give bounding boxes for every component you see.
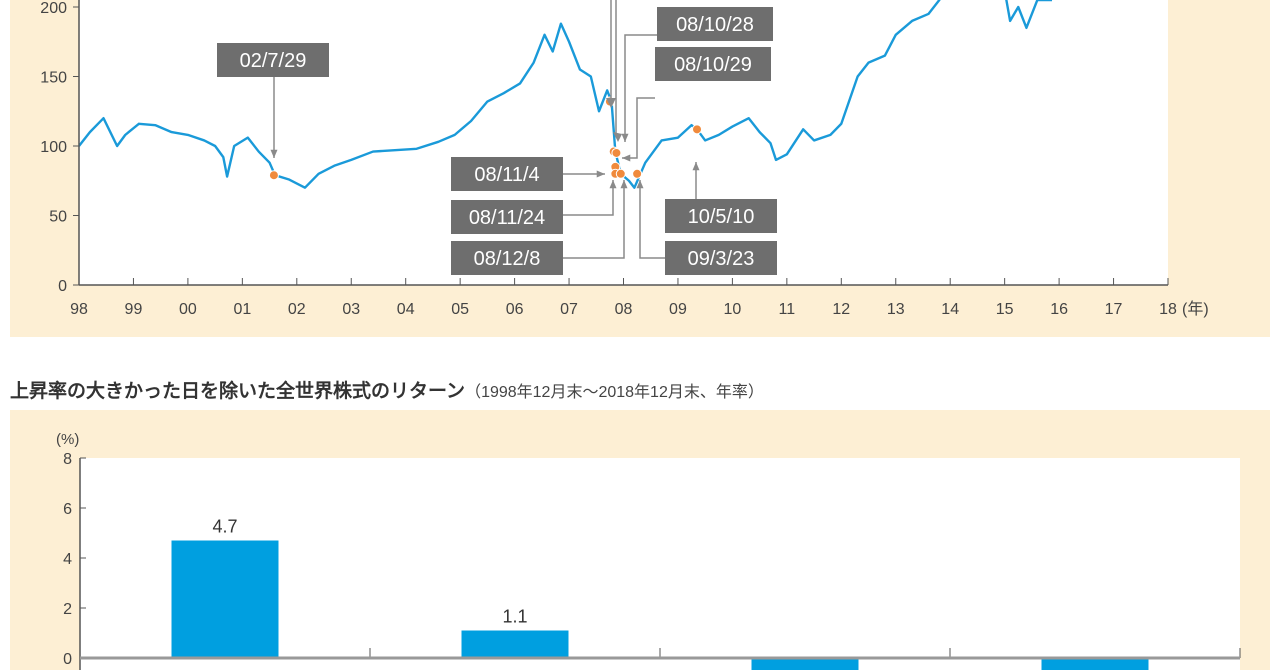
x-tick-label: 08 <box>615 301 633 318</box>
x-tick-label: 09 <box>669 301 687 318</box>
x-tick-label: 03 <box>342 301 360 318</box>
annotation-leader <box>563 180 625 259</box>
x-tick-label: 14 <box>941 301 959 318</box>
bar-chart-title: 上昇率の大きかった日を除いた全世界株式のリターン（1998年12月末～2018年… <box>10 376 764 403</box>
x-tick-label: 07 <box>560 301 578 318</box>
annotation-box <box>217 43 329 77</box>
annotation-label: 09/3/23 <box>688 248 755 270</box>
y-tick-label: 4 <box>63 551 72 568</box>
x-tick-label: 06 <box>506 301 524 318</box>
annotation-label: 10/5/10 <box>688 206 755 228</box>
arrow-head-icon <box>620 180 628 189</box>
y-tick-label: 2 <box>63 601 72 618</box>
price-line <box>79 0 1053 189</box>
x-unit-label: (年) <box>1182 300 1209 318</box>
arrow-head-icon <box>609 180 617 189</box>
annotation-box <box>665 241 777 275</box>
annotation-box <box>451 157 563 191</box>
y-tick-label: 0 <box>63 651 72 668</box>
bar <box>171 540 279 658</box>
annotation-leader <box>563 180 614 216</box>
annotation-label: 08/12/8 <box>474 248 541 270</box>
annotation-box <box>451 241 563 275</box>
x-tick-label: 16 <box>1050 301 1068 318</box>
x-tick-label: 04 <box>397 301 415 318</box>
x-tick-label: 12 <box>832 301 850 318</box>
x-tick-label: 18 <box>1159 301 1177 318</box>
event-marker <box>611 147 622 158</box>
annotation-box <box>451 200 563 234</box>
x-tick-label: 00 <box>179 301 197 318</box>
x-tick-label: 99 <box>125 301 143 318</box>
y-tick-label: 100 <box>40 139 67 156</box>
x-tick-label: 01 <box>233 301 251 318</box>
event-marker <box>692 124 703 135</box>
x-tick-label: 17 <box>1105 301 1123 318</box>
arrow-head-icon <box>636 180 644 189</box>
y-tick-label: 6 <box>63 501 72 518</box>
annotation-label: 02/7/29 <box>240 50 307 72</box>
arrow-head-icon <box>606 98 616 108</box>
x-tick-label: 11 <box>779 301 796 318</box>
annotation-label: 08/10/29 <box>674 54 752 76</box>
annotation-leader <box>624 34 657 142</box>
x-tick-label: 98 <box>70 301 88 318</box>
annotation-leader <box>639 180 665 259</box>
x-tick-label: 15 <box>996 301 1014 318</box>
x-tick-label: 13 <box>887 301 905 318</box>
event-marker <box>632 168 643 179</box>
arrow-head-icon <box>270 149 278 158</box>
event-marker <box>615 168 626 179</box>
subtitle-text: （1998年12月末～2018年12月末、年率） <box>465 384 764 401</box>
event-marker <box>268 170 279 181</box>
y-tick-label: 200 <box>40 0 67 17</box>
bar-value-label: 4.7 <box>212 517 237 537</box>
bar <box>461 630 569 658</box>
annotation-box <box>665 199 777 233</box>
y-tick-label: 50 <box>49 209 67 226</box>
arrow-head-icon <box>621 133 629 142</box>
annotation-label: 08/11/4 <box>474 164 539 186</box>
arrow-head-icon <box>613 132 622 142</box>
arrow-head-icon <box>692 162 700 171</box>
arrow-head-icon <box>596 170 605 178</box>
annotation-label: 08/11/24 <box>469 207 545 229</box>
arrow-head-icon <box>622 154 631 162</box>
annotation-box <box>655 47 771 81</box>
bar <box>751 658 859 670</box>
bar-value-label: 1.1 <box>502 607 527 627</box>
y-tick-label: 150 <box>40 70 67 87</box>
x-tick-label: 05 <box>451 301 469 318</box>
bar <box>1041 658 1149 670</box>
x-tick-label: 02 <box>288 301 306 318</box>
annotation-box <box>657 7 773 41</box>
y-axis-unit: (%) <box>56 431 79 448</box>
annotation-label: 08/10/28 <box>676 14 754 36</box>
title-text: 上昇率の大きかった日を除いた全世界株式のリターン <box>10 381 466 402</box>
y-tick-label: 0 <box>58 278 67 295</box>
x-tick-label: 10 <box>724 301 742 318</box>
y-tick-label: 8 <box>63 451 72 468</box>
